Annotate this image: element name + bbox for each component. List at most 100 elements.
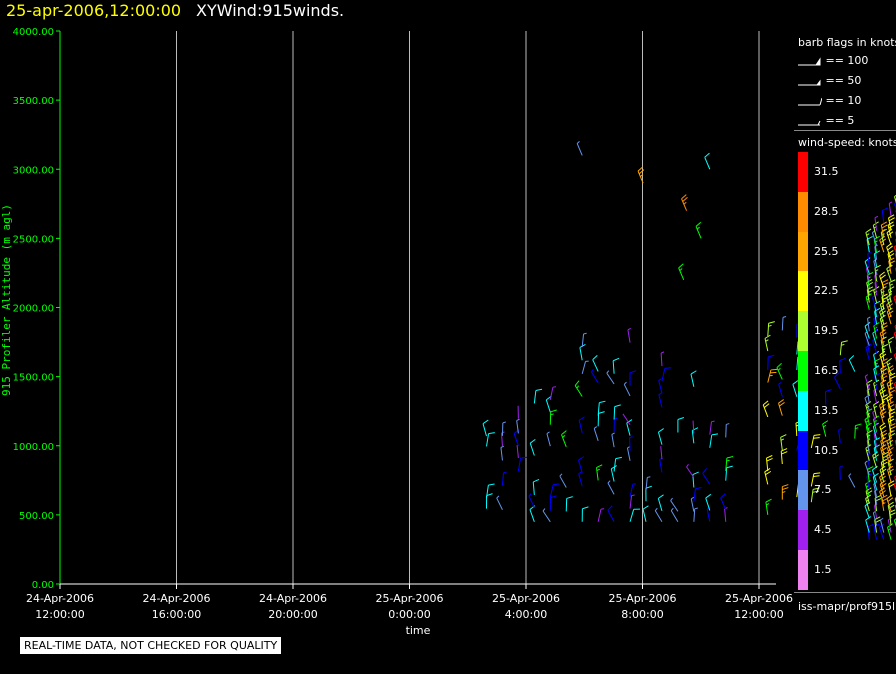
- barb-flag: [776, 362, 782, 368]
- wind-barb: [607, 480, 615, 495]
- barb-staff: [778, 384, 783, 397]
- barb-staff: [613, 406, 616, 420]
- barb-staff: [606, 372, 615, 385]
- barb-staff: [865, 519, 870, 533]
- barb-flag: [841, 340, 848, 343]
- barb-staff: [888, 260, 892, 274]
- barb-flag: [780, 438, 785, 441]
- barb-flag: [647, 476, 651, 478]
- wind-barb: [613, 456, 622, 472]
- barb-staff: [690, 498, 695, 512]
- barb-flag: [813, 472, 821, 475]
- barb-staff: [622, 413, 631, 426]
- wind-barb: [872, 422, 879, 440]
- barb-flag: [887, 447, 894, 452]
- barb-staff: [690, 373, 695, 387]
- barb-staff: [658, 394, 663, 408]
- barb-staff: [880, 433, 885, 447]
- barb-staff: [888, 203, 892, 217]
- barb-staff: [873, 325, 878, 339]
- wind-barb: [629, 483, 637, 497]
- barb-staff: [592, 359, 599, 372]
- barb-staff: [704, 157, 711, 170]
- barb-staff: [578, 460, 583, 473]
- wind-barb: [822, 420, 829, 437]
- barb-staff: [695, 226, 702, 239]
- barb-flag: [882, 279, 889, 283]
- barb-flag: [782, 316, 787, 318]
- barb-staff: [629, 509, 635, 522]
- wind-barb: [597, 400, 606, 416]
- barb-flag: [679, 268, 683, 272]
- barb-staff: [529, 443, 535, 456]
- wind-barb: [873, 365, 880, 382]
- barb-staff: [880, 340, 885, 353]
- barb-staff: [691, 430, 695, 444]
- barb-flag: [488, 432, 495, 435]
- barb-staff: [517, 458, 522, 472]
- barb-staff: [874, 246, 878, 260]
- wind-barb: [887, 415, 895, 433]
- barb-staff: [879, 469, 885, 483]
- wind-barb: [501, 431, 505, 447]
- wind-barb: [702, 468, 711, 485]
- barb-staff: [513, 433, 519, 446]
- barb-staff: [879, 275, 885, 289]
- barb-flag: [873, 405, 878, 409]
- wind-barb: [612, 357, 620, 374]
- barb-flag: [686, 464, 689, 468]
- wind-barb: [767, 368, 778, 383]
- barb-staff: [881, 296, 885, 310]
- barb-flag: [528, 493, 532, 497]
- barb-flag: [658, 494, 664, 499]
- wind-barb: [838, 428, 842, 444]
- barb-staff: [871, 297, 878, 310]
- barb-flag: [596, 464, 603, 469]
- barb-staff: [516, 445, 519, 459]
- barb-staff: [796, 341, 799, 355]
- barb-flag: [705, 493, 712, 499]
- wind-barb: [561, 430, 567, 447]
- barb-flag: [813, 475, 820, 478]
- barb-staff: [626, 422, 631, 436]
- wind-barb: [627, 327, 631, 343]
- barb-staff: [597, 402, 600, 416]
- barb-flag: [614, 417, 618, 420]
- barb-staff: [879, 390, 885, 404]
- barb-staff: [879, 426, 885, 440]
- wind-barb: [501, 421, 507, 436]
- barb-staff: [834, 377, 841, 390]
- barb-flag: [670, 497, 673, 501]
- wind-barb: [592, 354, 599, 372]
- header-product: XYWind:915winds.: [196, 1, 345, 20]
- wind-barb: [879, 314, 886, 332]
- barb-staff: [872, 455, 878, 469]
- barb-staff: [879, 412, 885, 425]
- wind-barb: [874, 215, 879, 231]
- wind-barb: [767, 321, 775, 337]
- barb-staff: [893, 383, 896, 391]
- barb-staff: [865, 491, 870, 504]
- barb-flag: [694, 507, 698, 510]
- barb-flag: [888, 480, 895, 485]
- barb-staff: [866, 289, 870, 303]
- barb-flag: [770, 368, 778, 371]
- barb-flag: [893, 245, 896, 248]
- barb-flag: [839, 465, 844, 468]
- barb-staff: [874, 490, 878, 504]
- barb-flag: [881, 221, 888, 226]
- wind-barb: [874, 264, 881, 282]
- barb-flag: [867, 466, 874, 470]
- barb-flag: [658, 392, 662, 396]
- barb-flag: [615, 456, 622, 460]
- barb-staff: [596, 467, 599, 481]
- wind-barb: [725, 465, 733, 481]
- barb-staff: [529, 509, 535, 522]
- barb-flag: [631, 494, 635, 497]
- wind-barb: [613, 417, 618, 433]
- barb-staff: [720, 497, 727, 511]
- barb-flag: [566, 496, 573, 499]
- barb-flag: [768, 324, 772, 327]
- barb-staff: [872, 426, 878, 440]
- barb-staff: [549, 387, 554, 401]
